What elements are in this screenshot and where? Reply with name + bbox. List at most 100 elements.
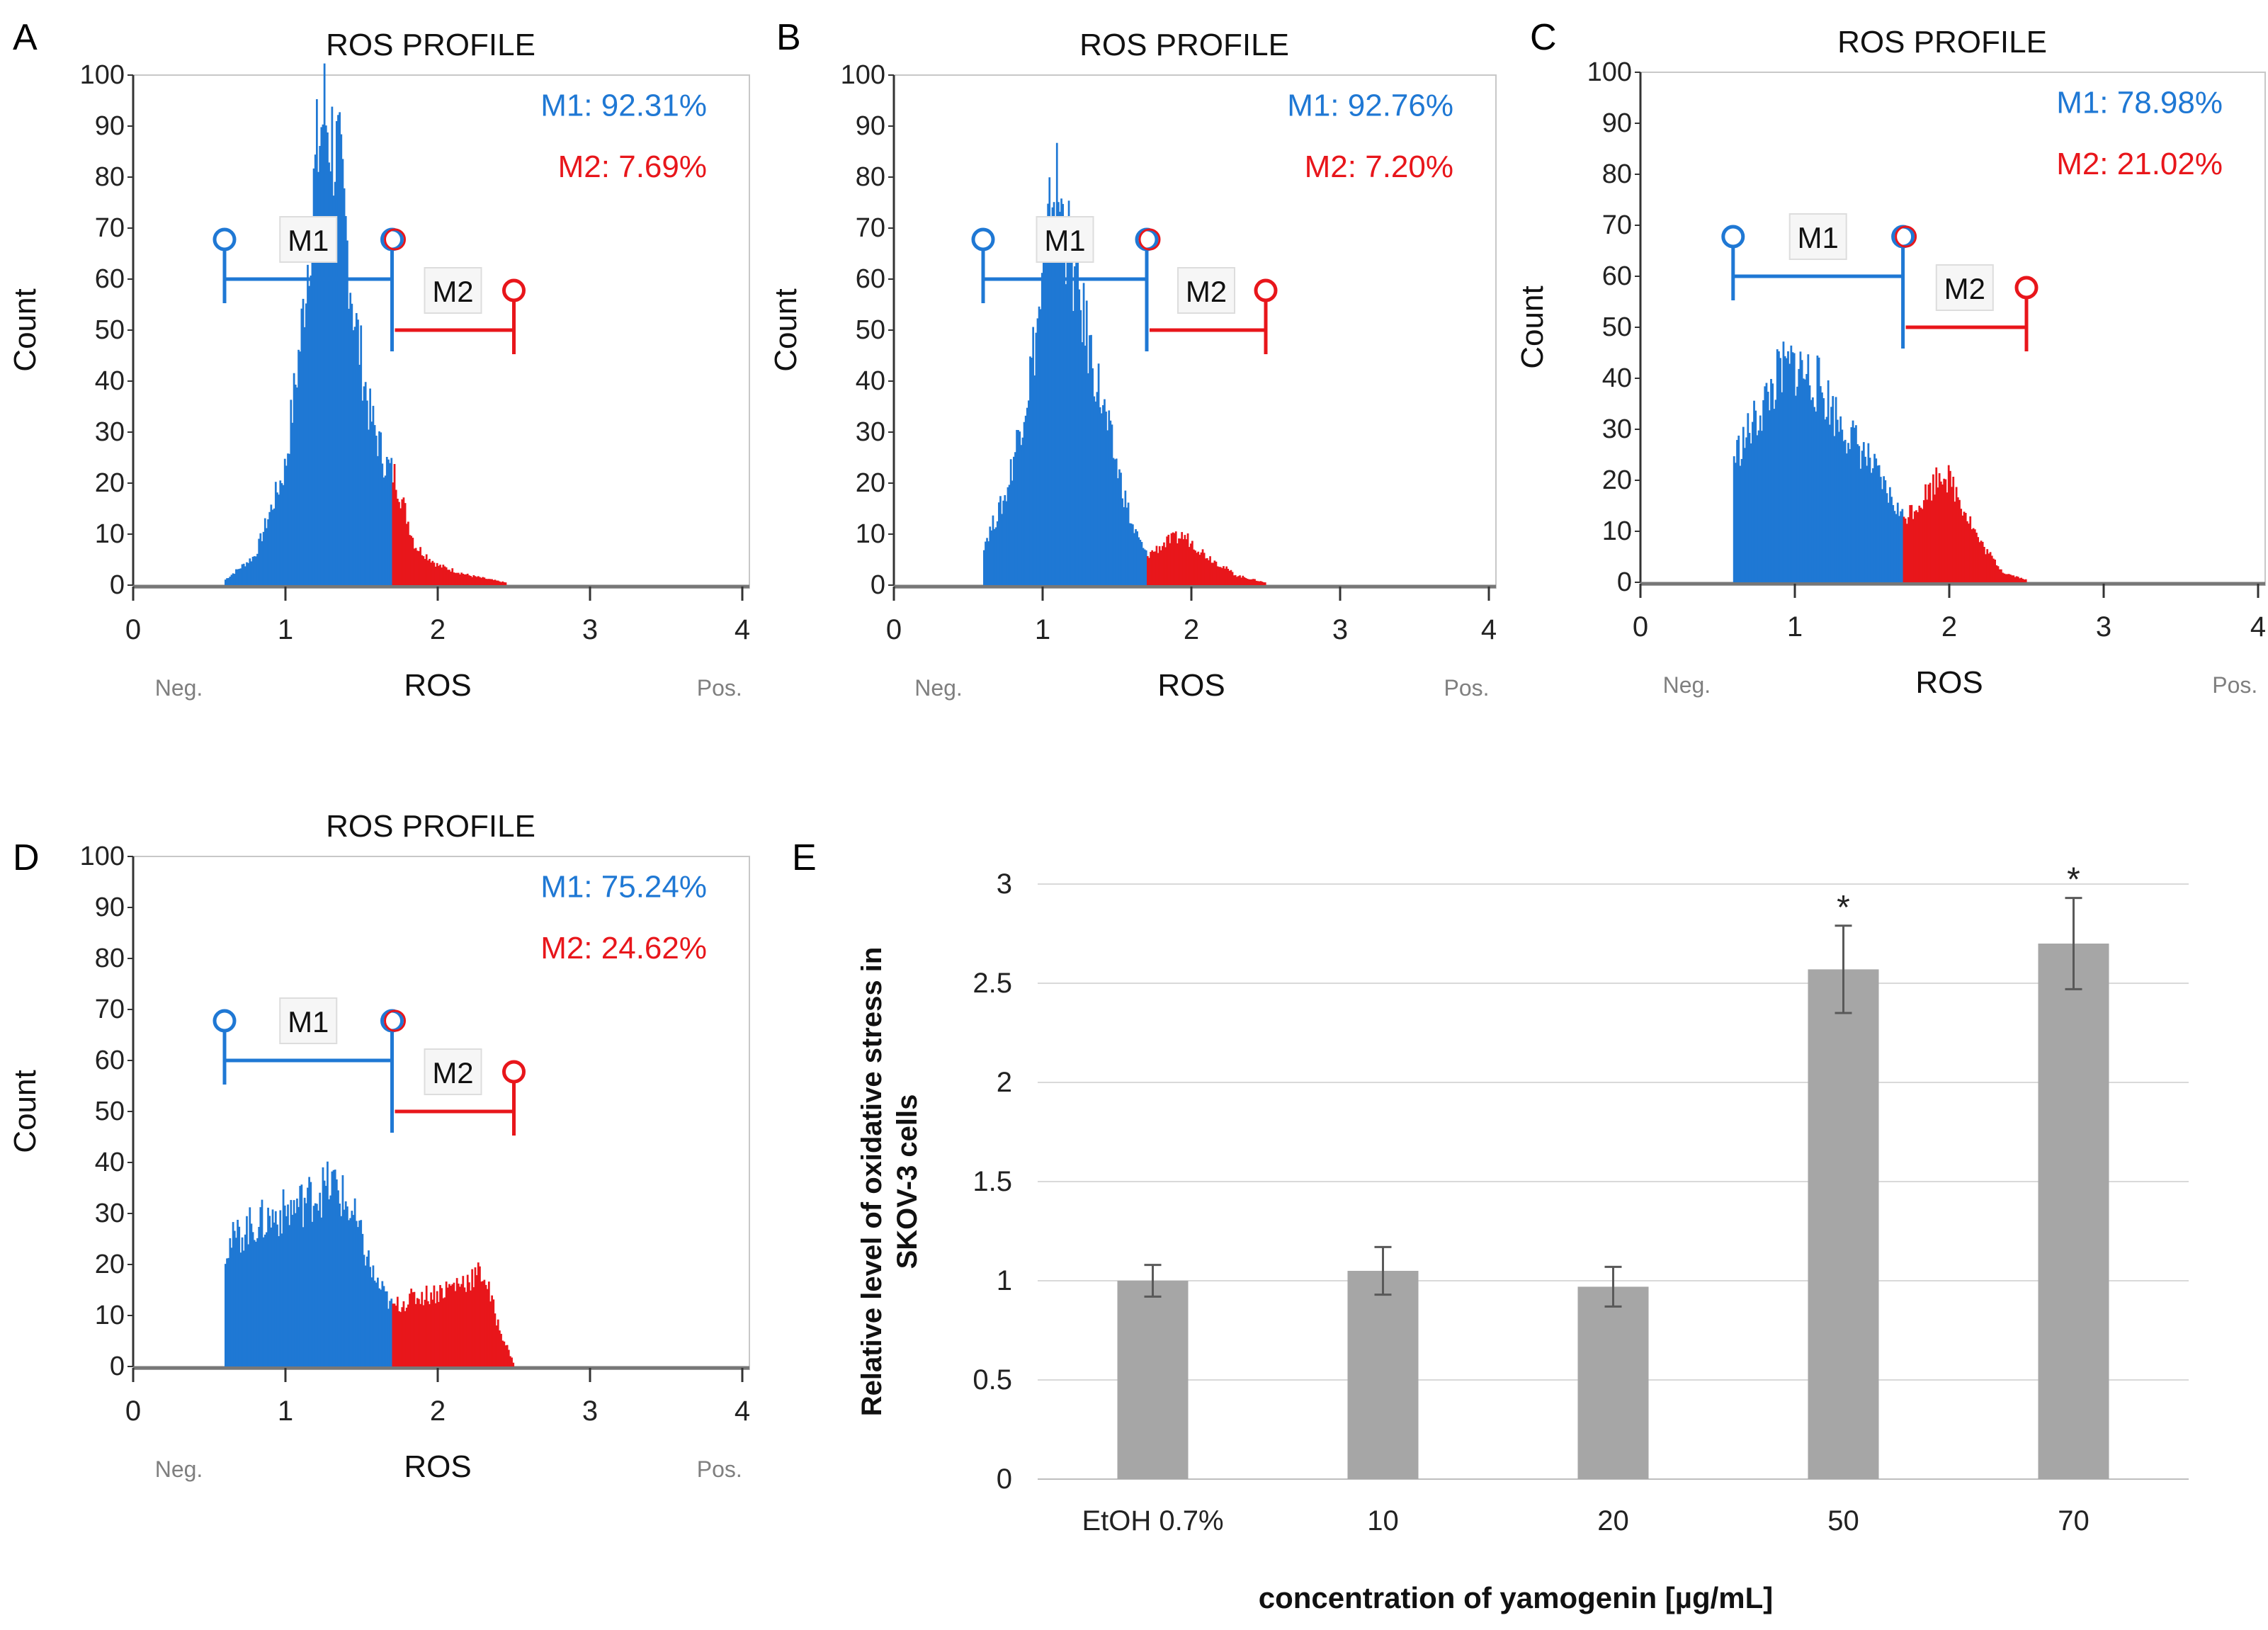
histogram-bar (1163, 542, 1165, 585)
histogram-bar (472, 575, 475, 585)
histogram-bar (1145, 550, 1147, 585)
histogram-bar (1093, 396, 1096, 585)
histogram-bar (1745, 437, 1748, 582)
histogram-bar (1787, 351, 1789, 582)
y-tick-label: 50 (95, 1097, 125, 1126)
histogram-bar (1995, 565, 1998, 582)
y-tick-label: 40 (856, 366, 885, 396)
histogram-bar (1838, 431, 1840, 582)
histogram-bar (436, 1291, 438, 1366)
histogram-bar (335, 120, 338, 585)
histogram-bar (351, 303, 353, 585)
histogram-bar (1910, 504, 1913, 582)
histogram-bar (293, 373, 295, 585)
histogram-bar (1964, 513, 1967, 582)
histogram-bar (504, 1345, 507, 1366)
histogram-bar (1753, 400, 1755, 582)
histogram-bar (393, 1303, 396, 1366)
histogram-bar (1852, 420, 1854, 582)
histogram-bar (1062, 203, 1064, 585)
histogram-bar (1112, 458, 1115, 585)
histogram-bar (1133, 533, 1135, 585)
histogram-bar (424, 558, 426, 585)
histogram-bar (1204, 558, 1207, 585)
histogram-bar (385, 1291, 388, 1366)
histogram-bar (1081, 342, 1084, 585)
histogram-bar (504, 582, 507, 585)
histogram-bar (436, 562, 438, 585)
histogram-bar (1756, 435, 1759, 582)
histogram-bar (1108, 410, 1111, 585)
histogram-bar (1079, 310, 1082, 585)
histogram-bar (1912, 519, 1915, 582)
histogram-bar (1085, 300, 1088, 585)
histogram-bar (1053, 202, 1055, 585)
histogram-bar (1121, 498, 1123, 585)
histogram-bar (1845, 453, 1848, 582)
histogram-bar (1973, 529, 1976, 582)
gate-m1-left-handle (1721, 225, 1745, 249)
histogram-bar (475, 577, 478, 585)
histogram-panel-b: ROS PROFILE 0 10 20 30 40 50 60 70 80 90 100 Count 0 1… (769, 28, 1497, 703)
histogram-bar (430, 562, 432, 585)
x-tick-label: 2 (430, 1396, 446, 1427)
histogram-bar (235, 569, 237, 585)
histogram-bar (297, 1206, 300, 1366)
histogram-bar (287, 453, 289, 585)
histogram-bar (226, 1258, 228, 1366)
histogram-bar (1237, 576, 1240, 585)
histogram-bar (499, 1330, 501, 1366)
histogram-bar (2003, 573, 2006, 582)
histogram-bar (1813, 407, 1815, 582)
histogram-bar (1832, 396, 1835, 582)
histogram-bar (267, 519, 269, 585)
histogram-bar (1881, 489, 1883, 582)
histogram-bar (1975, 532, 1978, 582)
histogram-bar (1888, 487, 1891, 582)
histogram-bar (1221, 567, 1223, 585)
histogram-bar (1249, 579, 1252, 585)
x-tick-label: 1 (1035, 614, 1050, 645)
histogram-bar (459, 574, 461, 585)
histogram-bar (438, 1301, 440, 1366)
histogram-bar (460, 1284, 463, 1366)
y-tick-label: 80 (1602, 159, 1632, 189)
histogram-bar (457, 1283, 460, 1366)
histogram-bar (998, 502, 1000, 585)
histogram-bar (340, 134, 343, 585)
histogram-bar (1186, 533, 1189, 585)
histogram-bar (1858, 446, 1861, 582)
histogram-bar (453, 1282, 455, 1366)
histogram-bar (389, 1301, 391, 1366)
histogram-bar (314, 1203, 317, 1366)
histogram-bar (2017, 577, 2019, 582)
histogram-bar (987, 541, 990, 585)
histogram-bar (1182, 539, 1185, 585)
histogram-bar (443, 566, 446, 585)
histogram-bar (512, 1362, 515, 1366)
histogram-bar (246, 562, 248, 585)
histogram-bar (445, 567, 448, 585)
histogram-bar (365, 400, 368, 585)
histogram-bar (1162, 545, 1164, 585)
histogram-bar (2015, 576, 2018, 582)
histogram-bar (431, 1299, 434, 1366)
histogram-bar (296, 387, 298, 585)
histogram-bar (450, 1286, 452, 1366)
histogram-bar (1045, 225, 1048, 585)
gate-m1-label: M1 (1798, 221, 1839, 254)
gate-m1-label: M1 (288, 1005, 329, 1038)
histogram-bar (1067, 200, 1070, 585)
histogram-bar (1138, 537, 1140, 585)
y-tick-label: 20 (1602, 465, 1632, 495)
histogram-bar (1004, 494, 1007, 585)
histogram-bar (1954, 502, 1956, 582)
histogram-bar (1236, 577, 1238, 585)
histogram-bar (1005, 501, 1008, 585)
histogram-bar (1228, 570, 1231, 585)
histogram-bar (1808, 385, 1811, 582)
histogram-bar (441, 1288, 443, 1366)
histogram-bar (1941, 484, 1944, 582)
histogram-bar (1742, 426, 1745, 582)
histogram-bar (1016, 429, 1018, 585)
